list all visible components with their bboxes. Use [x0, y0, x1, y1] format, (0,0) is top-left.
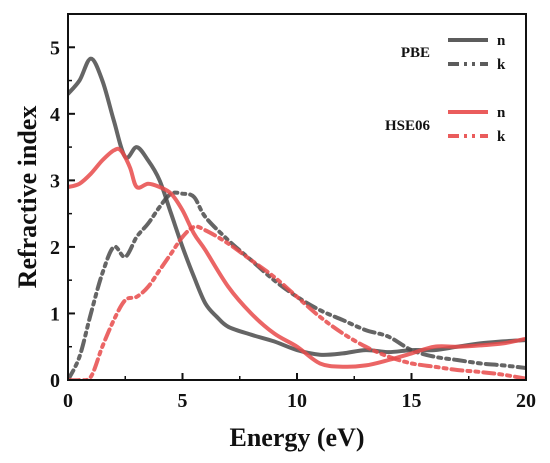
- legend-entry-pbe-k: k: [497, 57, 506, 73]
- y-tick-label: 2: [50, 237, 60, 259]
- y-axis-title: Refractive index: [13, 106, 42, 289]
- x-tick-label: 20: [516, 390, 536, 412]
- legend-entry-pbe-n: n: [497, 33, 506, 49]
- plot-area: [67, 13, 527, 381]
- legend-entry-hse06-n: n: [497, 105, 506, 121]
- x-tick-label: 15: [402, 390, 422, 412]
- x-tick-label: 0: [63, 390, 73, 412]
- legend-entry-hse06-k: k: [497, 129, 506, 145]
- y-tick-label: 4: [50, 104, 60, 126]
- plot-frame: [67, 13, 527, 381]
- series-pbe-k-line: [68, 190, 526, 380]
- series-hse06-k-line: [68, 224, 526, 380]
- x-axis: 0 5 10 15 20: [63, 373, 536, 412]
- y-tick-label: 3: [50, 170, 60, 192]
- legend-group-hse06: HSE06: [385, 118, 431, 134]
- x-axis-title: Energy (eV): [229, 423, 364, 452]
- legend-group-pbe: PBE: [401, 45, 430, 61]
- y-tick-label: 1: [50, 303, 60, 325]
- x-tick-label: 5: [178, 390, 188, 412]
- series-layer: [68, 56, 526, 380]
- y-axis: 0 1 2 3 4 5: [50, 37, 75, 392]
- series-hse06-n-line: [68, 146, 526, 369]
- y-tick-label: 0: [50, 370, 60, 392]
- series-pbe-n-line: [68, 56, 526, 357]
- x-tick-label: 10: [287, 390, 307, 412]
- y-tick-label: 5: [50, 37, 60, 59]
